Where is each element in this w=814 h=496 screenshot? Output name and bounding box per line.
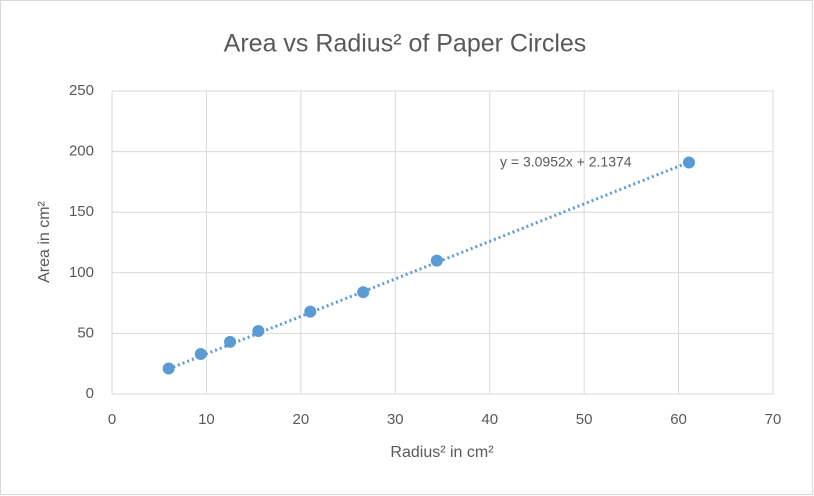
x-tick-label: 10 bbox=[198, 411, 215, 428]
trendline bbox=[168, 160, 690, 371]
x-tick-label: 20 bbox=[293, 411, 310, 428]
y-tick-label: 250 bbox=[69, 82, 94, 99]
x-tick-label: 0 bbox=[108, 411, 116, 428]
x-axis-label: Radius² in cm² bbox=[390, 444, 494, 461]
y-tick-label: 50 bbox=[77, 324, 94, 341]
data-point bbox=[682, 156, 695, 169]
y-tick-label: 100 bbox=[69, 264, 94, 281]
x-tick-label: 60 bbox=[670, 411, 687, 428]
x-tick-label: 40 bbox=[481, 411, 498, 428]
data-point bbox=[357, 286, 370, 299]
trendline-equation: y = 3.0952x + 2.1374 bbox=[500, 154, 632, 170]
chart-title: Area vs Radius² of Paper Circles bbox=[224, 30, 587, 58]
data-point bbox=[430, 254, 443, 267]
data-point bbox=[194, 348, 207, 361]
x-tick-label: 70 bbox=[765, 411, 782, 428]
y-axis-label: Area in cm² bbox=[36, 200, 53, 282]
data-point bbox=[304, 305, 317, 318]
data-point bbox=[162, 362, 175, 375]
y-tick-label: 0 bbox=[86, 385, 94, 402]
data-point bbox=[252, 324, 265, 337]
y-tick-label: 150 bbox=[69, 203, 94, 220]
x-tick-label: 30 bbox=[387, 411, 404, 428]
x-tick-label: 50 bbox=[576, 411, 593, 428]
y-tick-label: 200 bbox=[69, 143, 94, 160]
data-point bbox=[224, 335, 237, 348]
